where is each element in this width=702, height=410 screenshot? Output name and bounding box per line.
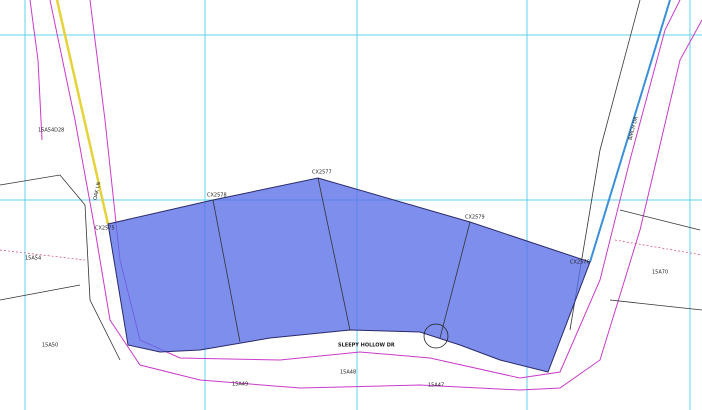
road-centerline [589,0,671,263]
corner-label: CX2579 [465,215,485,221]
road-centerline [55,0,110,225]
lot-line [0,174,121,361]
lot-line [619,209,701,231]
roads [0,0,702,391]
corner-label: CX2577 [312,170,332,176]
road-edge [29,0,43,141]
parcel-label: 15A54D28 [38,128,64,134]
road-edge [49,0,702,391]
parcel-label: 15A50 [42,343,58,349]
street-label: OAK LN [93,181,103,201]
parcel-label: 15A47 [428,383,444,389]
lot-line [212,199,241,343]
street-label: SLEEPY HOLLOW DR [338,343,395,349]
lot-line [0,284,81,301]
lot-line [439,221,471,339]
lot-line [317,177,351,331]
parcel-label: 15A54 [25,256,41,262]
parcel-label: 15A48 [340,370,356,376]
parcel-label: 15A70 [652,270,668,276]
interior-lines [212,177,471,349]
corner-label: CX2578 [207,193,227,199]
easement [614,239,702,256]
lot-line [609,299,702,311]
cul-de-sac [423,323,449,349]
corner-label: CX2576 [570,260,590,266]
parcel-label: 15A49 [232,382,248,388]
corner-label: CX2575 [95,226,115,232]
parcel-highlight [107,177,591,373]
